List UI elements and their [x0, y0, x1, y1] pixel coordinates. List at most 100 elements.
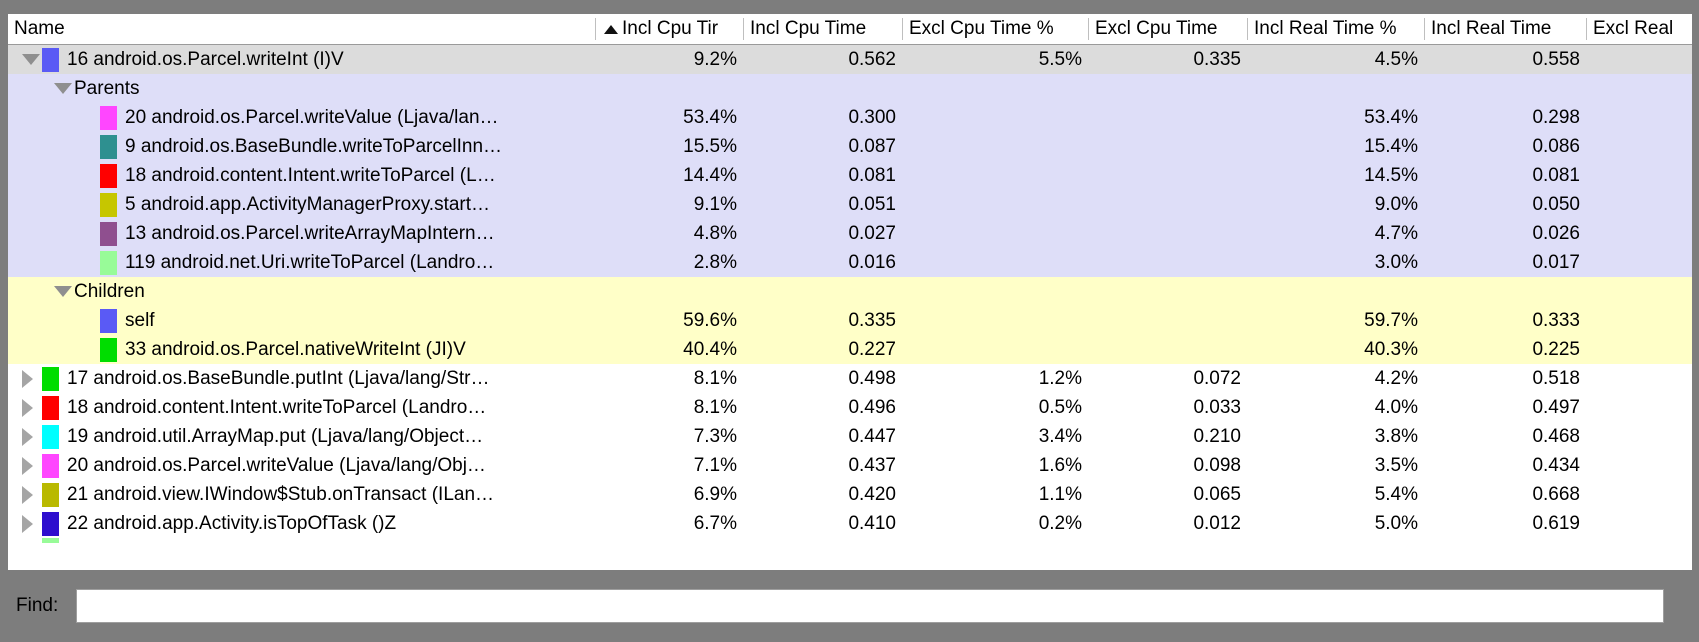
group-row-children[interactable]: Children: [8, 277, 1692, 306]
collapse-triangle-icon[interactable]: [54, 286, 72, 297]
group-label: Children: [74, 280, 145, 302]
method-color-swatch: [100, 192, 117, 217]
value-excl-cpu-pct: 3.4%: [1038, 425, 1082, 447]
table-row[interactable]: 17 android.os.BaseBundle.putInt (Ljava/l…: [8, 364, 1692, 393]
table-row[interactable]: self 59.6% 0.335 59.7% 0.333: [8, 306, 1692, 335]
table-row[interactable]: 5 android.app.ActivityManagerProxy.start…: [8, 190, 1692, 219]
method-color-swatch: [42, 511, 59, 536]
value-incl-real-pct: 40.3%: [1364, 338, 1418, 360]
value-excl-cpu-pct: 5.5%: [1038, 48, 1082, 70]
column-header-incl-real-time-pct[interactable]: Incl Real Time %: [1248, 18, 1425, 40]
method-name: 20 android.os.Parcel.writeValue (Ljava/l…: [125, 106, 499, 128]
expand-triangle-icon[interactable]: [22, 514, 33, 533]
group-row-parents[interactable]: Parents: [8, 74, 1692, 103]
table-row[interactable]: 20 android.os.Parcel.writeValue (Ljava/l…: [8, 103, 1692, 132]
value-incl-real: 0.333: [1532, 309, 1580, 331]
collapse-triangle-icon[interactable]: [54, 83, 72, 94]
value-incl-real: 0.497: [1532, 396, 1580, 418]
find-bar: Find:: [0, 570, 1699, 642]
value-incl-real: 0.050: [1532, 193, 1580, 215]
partial-table-row: [8, 538, 1692, 543]
method-name: 13 android.os.Parcel.writeArrayMapIntern…: [125, 222, 495, 244]
find-input[interactable]: [76, 589, 1665, 623]
column-header-excl-cpu-time-pct[interactable]: Excl Cpu Time %: [903, 18, 1089, 40]
value-excl-cpu-pct: 1.6%: [1038, 454, 1082, 476]
value-incl-real-pct: 3.8%: [1374, 425, 1418, 447]
value-incl-cpu: 0.420: [848, 483, 896, 505]
value-incl-cpu: 0.447: [848, 425, 896, 447]
method-color-swatch: [42, 424, 59, 449]
value-incl-cpu: 0.496: [848, 396, 896, 418]
value-incl-real: 0.081: [1532, 164, 1580, 186]
method-color-swatch: [42, 366, 59, 391]
method-color-swatch: [100, 250, 117, 275]
expand-triangle-icon[interactable]: [22, 398, 33, 417]
table-row[interactable]: 22 android.app.Activity.isTopOfTask ()Z 6…: [8, 509, 1692, 538]
expand-triangle-icon[interactable]: [22, 369, 33, 388]
value-incl-real-pct: 53.4%: [1364, 106, 1418, 128]
column-header-label: Incl Real Time %: [1254, 18, 1397, 39]
value-incl-real: 0.518: [1532, 367, 1580, 389]
value-excl-cpu: 0.072: [1193, 367, 1241, 389]
column-header-excl-real-time[interactable]: Excl Real: [1587, 18, 1692, 40]
value-incl-cpu-pct: 53.4%: [683, 106, 737, 128]
value-incl-cpu: 0.051: [848, 193, 896, 215]
table-row[interactable]: 13 android.os.Parcel.writeArrayMapIntern…: [8, 219, 1692, 248]
method-color-swatch: [42, 47, 59, 72]
sort-ascending-icon: [604, 24, 618, 34]
collapse-triangle-icon[interactable]: [22, 54, 40, 65]
expand-triangle-icon[interactable]: [22, 456, 33, 475]
value-incl-cpu-pct: 6.7%: [693, 512, 737, 534]
expand-triangle-icon[interactable]: [22, 485, 33, 504]
method-name: 19 android.util.ArrayMap.put (Ljava/lang…: [67, 425, 484, 447]
value-incl-real-pct: 5.4%: [1374, 483, 1418, 505]
method-color-swatch: [100, 221, 117, 246]
table-body: 16 android.os.Parcel.writeInt (I)V 9.2% 0.…: [8, 45, 1692, 543]
expand-triangle-icon[interactable]: [22, 427, 33, 446]
value-incl-cpu: 0.562: [848, 48, 896, 70]
method-color-swatch: [100, 337, 117, 362]
value-incl-cpu-pct: 59.6%: [683, 309, 737, 331]
column-header-excl-cpu-time[interactable]: Excl Cpu Time: [1089, 18, 1248, 40]
column-header-label: Name: [14, 18, 65, 39]
value-incl-real: 0.225: [1532, 338, 1580, 360]
column-header-incl-cpu-time-pct[interactable]: Incl Cpu Tir: [596, 18, 744, 40]
value-incl-cpu: 0.410: [848, 512, 896, 534]
value-excl-cpu: 0.335: [1193, 48, 1241, 70]
table-row[interactable]: 19 android.util.ArrayMap.put (Ljava/lang…: [8, 422, 1692, 451]
table-row[interactable]: 20 android.os.Parcel.writeValue (Ljava/l…: [8, 451, 1692, 480]
method-name: 119 android.net.Uri.writeToParcel (Landr…: [125, 251, 495, 273]
table-row[interactable]: 18 android.content.Intent.writeToParcel …: [8, 393, 1692, 422]
method-name: 18 android.content.Intent.writeToParcel …: [67, 396, 487, 418]
value-excl-cpu: 0.098: [1193, 454, 1241, 476]
method-name: 9 android.os.BaseBundle.writeToParcelInn…: [125, 135, 503, 157]
value-incl-real-pct: 59.7%: [1364, 309, 1418, 331]
value-incl-cpu-pct: 40.4%: [683, 338, 737, 360]
method-color-swatch: [42, 482, 59, 507]
column-header-label: Excl Cpu Time: [1095, 18, 1218, 39]
column-header-incl-cpu-time[interactable]: Incl Cpu Time: [744, 18, 903, 40]
value-incl-cpu-pct: 7.3%: [693, 425, 737, 447]
method-name: 33 android.os.Parcel.nativeWriteInt (JI)…: [125, 338, 466, 360]
method-name: self: [125, 309, 155, 331]
table-row[interactable]: 9 android.os.BaseBundle.writeToParcelInn…: [8, 132, 1692, 161]
value-excl-cpu-pct: 1.1%: [1038, 483, 1082, 505]
value-incl-cpu-pct: 15.5%: [683, 135, 737, 157]
value-excl-cpu-pct: 0.2%: [1038, 512, 1082, 534]
table-row[interactable]: 16 android.os.Parcel.writeInt (I)V 9.2% 0.…: [8, 45, 1692, 74]
group-label: Parents: [74, 77, 140, 99]
column-header-name[interactable]: Name: [8, 18, 596, 40]
column-header-label: Incl Real Time: [1431, 18, 1552, 39]
column-header-incl-real-time[interactable]: Incl Real Time: [1425, 18, 1587, 40]
value-incl-cpu-pct: 4.8%: [693, 222, 737, 244]
value-incl-real-pct: 3.5%: [1374, 454, 1418, 476]
value-incl-real: 0.434: [1532, 454, 1580, 476]
table-row[interactable]: 18 android.content.Intent.writeToParcel …: [8, 161, 1692, 190]
value-excl-cpu-pct: 0.5%: [1038, 396, 1082, 418]
value-incl-cpu-pct: 6.9%: [693, 483, 737, 505]
method-name: 5 android.app.ActivityManagerProxy.start…: [125, 193, 491, 215]
table-row[interactable]: 33 android.os.Parcel.nativeWriteInt (JI)…: [8, 335, 1692, 364]
table-row[interactable]: 119 android.net.Uri.writeToParcel (Landr…: [8, 248, 1692, 277]
value-incl-cpu: 0.227: [848, 338, 896, 360]
table-row[interactable]: 21 android.view.IWindow$Stub.onTransact …: [8, 480, 1692, 509]
